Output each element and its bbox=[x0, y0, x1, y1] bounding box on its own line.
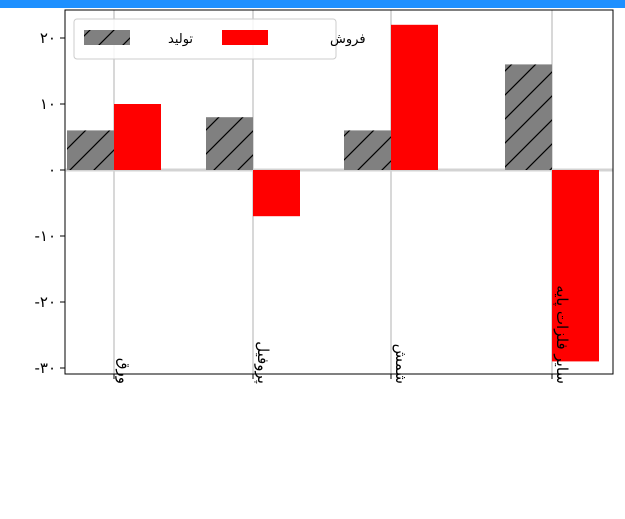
bar-production-2 bbox=[206, 117, 253, 170]
y-tick-label: -۱۰ bbox=[34, 227, 56, 245]
y-tick-label: ۲۰ bbox=[40, 29, 56, 47]
x-tick-label: پروفیل bbox=[253, 341, 272, 384]
bar-sales-3 bbox=[391, 24, 438, 170]
legend-label-sales: فروش bbox=[330, 32, 366, 47]
bars-layer bbox=[67, 24, 599, 362]
y-tick-label: ۱۰ bbox=[40, 95, 56, 113]
legend-label-production: تولید bbox=[168, 32, 193, 47]
x-tick-label: ورق bbox=[115, 358, 133, 384]
legend-swatch-sales bbox=[222, 30, 268, 45]
y-tick-label: -۲۰ bbox=[34, 293, 56, 311]
plot-frame bbox=[64, 9, 614, 375]
bar-sales-1 bbox=[114, 104, 161, 170]
y-axis: ۲۰ ۱۰ ۰ -۱۰ -۲۰ -۳۰ bbox=[34, 29, 65, 377]
x-tick-label: شمش bbox=[392, 344, 410, 384]
y-tick-label: ۰ bbox=[48, 161, 56, 179]
bar-production-3 bbox=[344, 130, 391, 170]
bar-production-1 bbox=[67, 130, 114, 170]
bar-sales-4 bbox=[552, 170, 599, 362]
x-tick-label: سایر فلزات پایه bbox=[552, 285, 571, 384]
window-top-bar bbox=[0, 0, 625, 8]
x-axis: ورق پروفیل شمش سایر فلزات پایه bbox=[113, 285, 571, 384]
legend-swatch-production bbox=[84, 30, 130, 45]
legend: تولید فروش bbox=[73, 18, 366, 60]
legend-box bbox=[73, 18, 337, 60]
bar-production-4 bbox=[505, 64, 552, 170]
y-tick-label: -۳۰ bbox=[34, 359, 56, 377]
bar-sales-2 bbox=[253, 170, 300, 217]
